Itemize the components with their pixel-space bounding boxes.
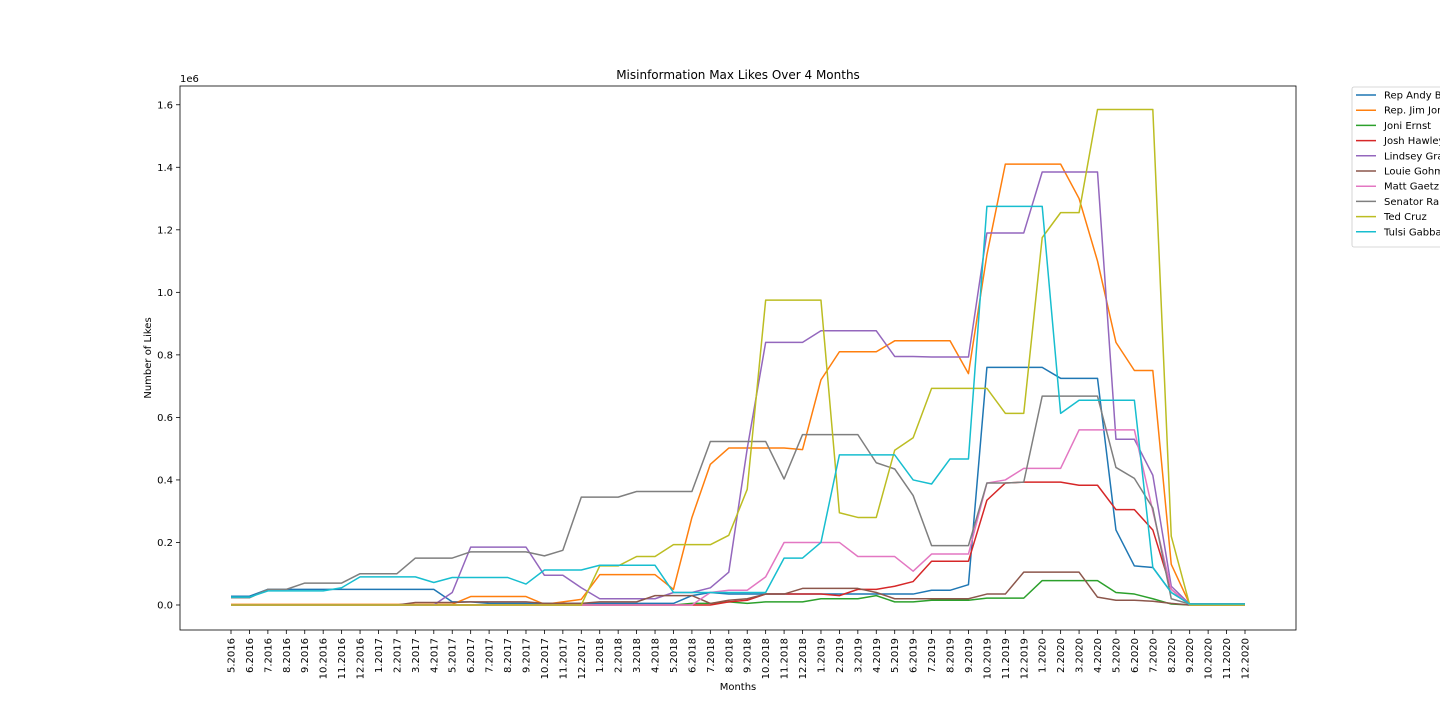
legend-entry-label: Rep. Jim Jor	[1384, 106, 1440, 117]
x-tick-label: 6.2019	[909, 638, 920, 673]
x-tick-label: 8.2019	[946, 638, 957, 673]
legend-entry-label: Matt Gaetz	[1384, 182, 1439, 193]
x-tick-label: 3.2018	[632, 638, 643, 673]
x-tick-label: 1.2018	[595, 638, 606, 673]
series-line	[231, 205, 1245, 605]
series-line	[231, 395, 1245, 605]
x-axis-ticks: 5.2016 6.2016 7.2016 8.2016 9.2016 10.2016 11.…	[227, 630, 1252, 679]
x-tick-label: 2.2020	[1056, 638, 1067, 673]
series-line	[231, 171, 1245, 606]
x-tick-label: 4.2017	[429, 638, 440, 673]
x-tick-label: 12.2017	[577, 638, 588, 679]
legend-entry-label: Senator Ra	[1384, 197, 1439, 208]
legend-entry-label: Rep Andy B	[1384, 91, 1440, 102]
y-axis-offset-label: 1e6	[180, 74, 199, 85]
x-tick-label: 7.2016	[263, 638, 274, 673]
y-tick-label: 0.2	[157, 538, 173, 549]
x-tick-label: 12.2018	[798, 638, 809, 679]
legend-entry-label: Josh Hawley	[1383, 136, 1440, 147]
x-tick-label: 5.2017	[448, 638, 459, 673]
x-tick-label: 7.2018	[706, 638, 717, 673]
y-tick-label: 0.8	[157, 350, 173, 361]
chart-title: Misinformation Max Likes Over 4 Months	[616, 68, 860, 82]
x-tick-label: 7.2019	[927, 638, 938, 673]
x-tick-label: 3.2017	[411, 638, 422, 673]
x-tick-label: 9.2017	[521, 638, 532, 673]
x-tick-label: 9.2020	[1185, 638, 1196, 673]
x-axis-label: Months	[720, 682, 757, 693]
x-tick-label: 12.2020	[1241, 638, 1252, 679]
y-axis-ticks: 0.0 0.2 0.4 0.6 0.8 1.0 1.2 1.4 1.6	[157, 100, 180, 611]
x-tick-label: 3.2020	[1075, 638, 1086, 673]
x-tick-label: 11.2020	[1222, 638, 1233, 679]
x-tick-label: 1.2017	[374, 638, 385, 673]
x-tick-label: 10.2016	[319, 638, 330, 679]
x-tick-label: 2.2017	[392, 638, 403, 673]
x-tick-label: 1.2019	[816, 638, 827, 673]
x-tick-label: 10.2019	[982, 638, 993, 679]
x-tick-label: 4.2018	[651, 638, 662, 673]
x-tick-label: 4.2020	[1093, 638, 1104, 673]
series-line	[231, 108, 1245, 606]
x-tick-label: 11.2019	[1001, 638, 1012, 679]
x-tick-label: 8.2017	[503, 638, 514, 673]
x-tick-label: 6.2018	[687, 638, 698, 673]
y-tick-label: 1.4	[157, 163, 173, 174]
legend-entry-label: Louie Gohm	[1384, 167, 1440, 178]
legend-entry-label: Ted Cruz	[1383, 212, 1427, 223]
x-tick-label: 7.2020	[1148, 638, 1159, 673]
legend: Rep Andy B Rep. Jim Jor Joni Ernst Josh Haw…	[1351, 86, 1440, 248]
series-line	[231, 481, 1245, 606]
x-tick-label: 3.2019	[853, 638, 864, 673]
y-axis-label: Number of Likes	[143, 317, 154, 398]
x-tick-label: 8.2020	[1167, 638, 1178, 673]
y-tick-label: 0.6	[157, 413, 173, 424]
x-tick-label: 5.2019	[890, 638, 901, 673]
y-tick-label: 0.4	[157, 475, 173, 486]
series-line	[231, 429, 1245, 606]
x-tick-label: 5.2018	[669, 638, 680, 673]
x-tick-label: 4.2019	[872, 638, 883, 673]
x-tick-label: 5.2016	[227, 638, 238, 673]
y-tick-label: 0.0	[157, 600, 173, 611]
x-tick-label: 10.2020	[1204, 638, 1215, 679]
legend-entry-label: Joni Ernst	[1383, 121, 1431, 132]
x-tick-label: 11.2017	[558, 638, 569, 679]
x-tick-label: 6.2016	[245, 638, 256, 673]
x-tick-label: 8.2016	[282, 638, 293, 673]
x-tick-label: 1.2020	[1038, 638, 1049, 673]
x-tick-label: 12.2019	[1019, 638, 1030, 679]
x-tick-label: 12.2016	[356, 638, 367, 679]
legend-box	[1351, 86, 1440, 248]
x-tick-label: 5.2020	[1111, 638, 1122, 673]
x-tick-label: 11.2016	[337, 638, 348, 679]
y-tick-label: 1.6	[157, 100, 173, 111]
x-tick-label: 9.2016	[300, 638, 311, 673]
x-tick-label: 9.2018	[743, 638, 754, 673]
legend-entry-label: Tulsi Gabba	[1383, 227, 1440, 238]
x-tick-label: 2.2019	[835, 638, 846, 673]
x-tick-label: 10.2018	[761, 638, 772, 679]
plot-area-frame	[179, 85, 1297, 631]
x-tick-label: 6.2020	[1130, 638, 1141, 673]
x-tick-label: 9.2019	[964, 638, 975, 673]
series-lines	[231, 108, 1245, 606]
series-line	[231, 163, 1245, 606]
x-tick-label: 2.2018	[614, 638, 625, 673]
y-tick-label: 1.0	[157, 288, 173, 299]
y-tick-label: 1.2	[157, 225, 173, 236]
x-tick-label: 10.2017	[540, 638, 551, 679]
x-tick-label: 6.2017	[466, 638, 477, 673]
legend-entry-label: Lindsey Gra	[1384, 151, 1440, 162]
x-tick-label: 11.2018	[780, 638, 791, 679]
x-tick-label: 7.2017	[485, 638, 496, 673]
x-tick-label: 8.2018	[724, 638, 735, 673]
series-line	[231, 366, 1245, 605]
